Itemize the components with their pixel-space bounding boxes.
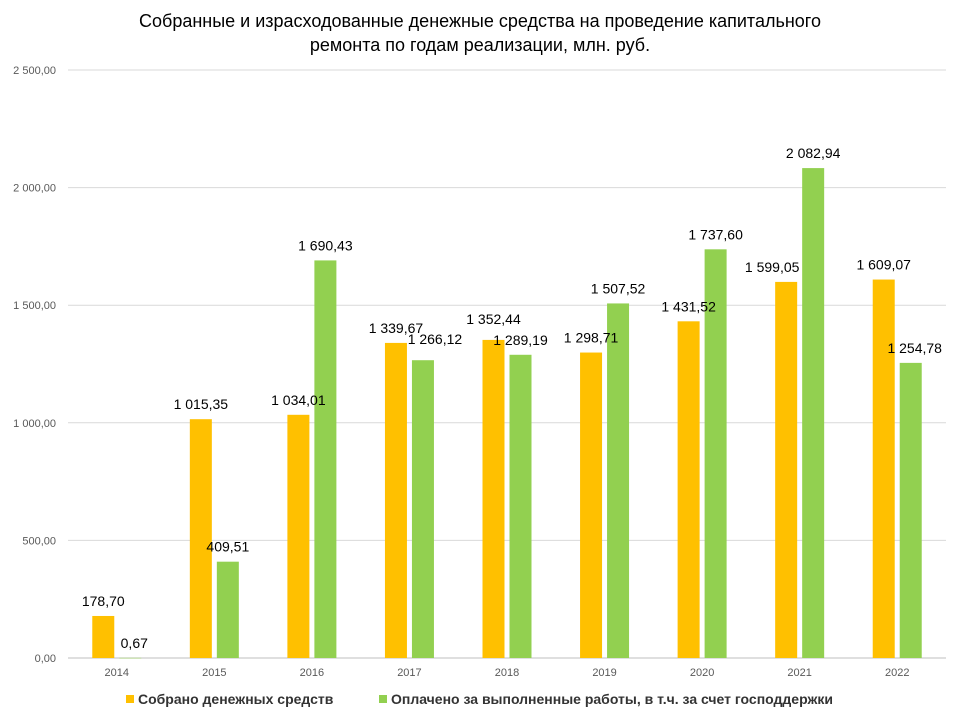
data-label: 1 690,43 bbox=[298, 237, 353, 253]
y-tick-label: 2 000,00 bbox=[13, 183, 56, 195]
x-tick-label: 2018 bbox=[495, 667, 519, 679]
x-tick-label: 2016 bbox=[300, 667, 324, 679]
data-label: 1 298,71 bbox=[564, 330, 619, 346]
legend-swatch-collected bbox=[126, 695, 134, 703]
data-label: 1 015,35 bbox=[174, 396, 229, 412]
y-tick-label: 2 500,00 bbox=[13, 65, 56, 77]
data-label: 1 431,52 bbox=[661, 298, 716, 314]
bar-collected-2015 bbox=[189, 419, 212, 658]
data-label: 1 507,52 bbox=[591, 280, 646, 296]
chart-title-line-2: ремонта по годам реализации, млн. руб. bbox=[310, 35, 650, 55]
bar-collected-2020 bbox=[677, 321, 700, 658]
data-label: 0,67 bbox=[121, 635, 148, 651]
legend: Собрано денежных средств Оплачено за вып… bbox=[126, 691, 833, 707]
x-tick-label: 2021 bbox=[787, 667, 811, 679]
bar-collected-2019 bbox=[580, 352, 603, 658]
data-label: 1 254,78 bbox=[887, 340, 942, 356]
data-label: 1 266,12 bbox=[408, 331, 463, 347]
y-axis: 0,00 500,00 1 000,00 1 500,00 2 000,00 2 500,… bbox=[13, 65, 56, 665]
x-tick-label: 2019 bbox=[592, 667, 616, 679]
y-tick-label: 500,00 bbox=[22, 535, 56, 547]
data-label: 178,70 bbox=[82, 593, 125, 609]
bar-paid-2017 bbox=[411, 360, 434, 658]
y-tick-label: 1 000,00 bbox=[13, 418, 56, 430]
bars bbox=[92, 168, 922, 659]
bar-collected-2022 bbox=[872, 279, 895, 658]
bar-collected-2014 bbox=[92, 615, 115, 658]
data-label: 1 289,19 bbox=[493, 332, 548, 348]
gridlines bbox=[68, 69, 946, 659]
data-label: 1 034,01 bbox=[271, 392, 326, 408]
legend-label-collected: Собрано денежных средств bbox=[138, 691, 334, 707]
data-label: 1 352,44 bbox=[466, 311, 521, 327]
x-axis: 2014 2015 2016 2017 2018 2019 2020 2021 2022 bbox=[105, 667, 910, 679]
x-tick-label: 2015 bbox=[202, 667, 226, 679]
data-label: 1 339,67 bbox=[369, 320, 424, 336]
x-tick-label: 2022 bbox=[885, 667, 909, 679]
bar-collected-2018 bbox=[482, 339, 505, 658]
bar-collected-2016 bbox=[287, 414, 310, 658]
x-tick-label: 2020 bbox=[690, 667, 714, 679]
data-label: 409,51 bbox=[206, 539, 249, 555]
bar-paid-2022 bbox=[899, 362, 922, 658]
x-tick-label: 2017 bbox=[397, 667, 421, 679]
data-label: 1 609,07 bbox=[856, 257, 911, 273]
legend-swatch-paid bbox=[379, 695, 387, 703]
bar-paid-2021 bbox=[802, 168, 825, 658]
bar-paid-2018 bbox=[509, 354, 532, 658]
legend-label-paid: Оплачено за выполненные работы, в т.ч. з… bbox=[391, 691, 833, 707]
chart-title-line-1: Собранные и израсходованные денежные сре… bbox=[139, 11, 821, 31]
bar-paid-2014 bbox=[119, 657, 142, 659]
bar-paid-2015 bbox=[216, 561, 239, 658]
data-label: 2 082,94 bbox=[786, 145, 841, 161]
y-tick-label: 1 500,00 bbox=[13, 300, 56, 312]
bar-collected-2021 bbox=[775, 281, 798, 658]
data-label: 1 599,05 bbox=[745, 259, 800, 275]
bar-collected-2017 bbox=[384, 342, 407, 658]
bar-paid-2016 bbox=[314, 260, 337, 658]
bar-paid-2020 bbox=[704, 249, 727, 659]
x-tick-label: 2014 bbox=[105, 667, 129, 679]
y-tick-label: 0,00 bbox=[35, 653, 56, 665]
data-labels: 178,70 0,67 1 015,35 409,51 1 034,01 1 690,43… bbox=[82, 145, 942, 651]
bar-paid-2019 bbox=[607, 303, 630, 658]
data-label: 1 737,60 bbox=[688, 226, 743, 242]
